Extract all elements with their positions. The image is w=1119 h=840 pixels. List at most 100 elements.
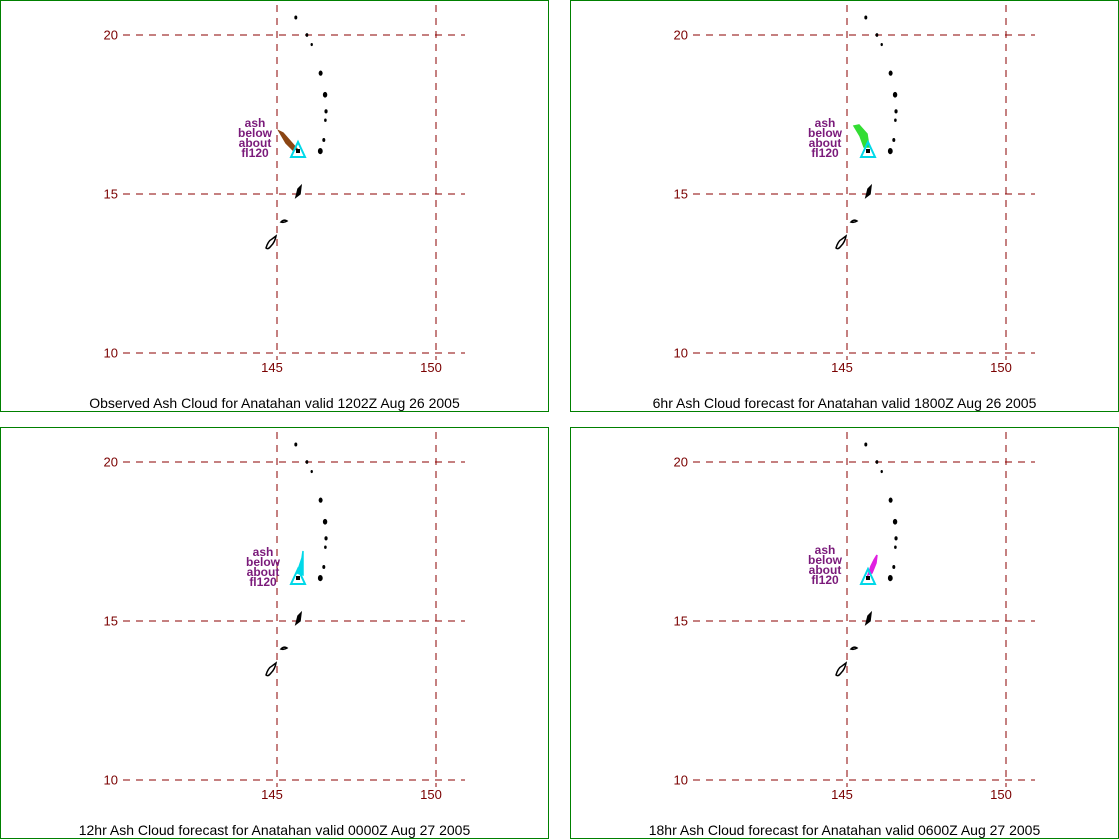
lat-tick-label: 10 xyxy=(104,346,118,361)
map-frame xyxy=(570,427,1119,839)
island-marker xyxy=(322,137,326,142)
panel-caption: 6hr Ash Cloud forecast for Anatahan vali… xyxy=(653,395,1037,411)
island-marker xyxy=(894,118,897,122)
lat-tick-label: 15 xyxy=(104,187,118,202)
island-marker xyxy=(892,564,896,569)
island-guam xyxy=(265,661,278,677)
island-marker xyxy=(294,442,298,447)
island-marker xyxy=(317,574,323,582)
island-chain xyxy=(835,15,898,250)
island-saipan xyxy=(864,610,873,626)
island-marker xyxy=(294,15,298,20)
island-rota xyxy=(279,646,289,651)
island-marker xyxy=(887,147,893,155)
lat-tick-label: 20 xyxy=(104,455,118,470)
lat-tick-label: 20 xyxy=(674,455,688,470)
lat-tick-label: 10 xyxy=(104,773,118,788)
panel-caption: 12hr Ash Cloud forecast for Anatahan val… xyxy=(79,822,471,838)
ash-cloud-polygon xyxy=(852,124,870,148)
island-marker xyxy=(892,137,896,142)
ash-cloud-polygon xyxy=(866,554,878,577)
island-marker xyxy=(880,469,883,474)
ash-label-line: below xyxy=(808,553,843,567)
anatahan-island-marker xyxy=(866,149,870,153)
lon-tick-label: 150 xyxy=(990,360,1012,375)
island-marker xyxy=(305,460,309,464)
island-marker xyxy=(894,536,898,541)
map-panel-1: 10 15 20 145 150 ash below about fl120 Observed A… xyxy=(0,0,549,413)
ash-label-line: about xyxy=(247,565,280,579)
lat-tick-label: 15 xyxy=(674,187,688,202)
map-frame xyxy=(570,0,1119,412)
volcano-triangle-icon xyxy=(289,139,307,158)
volcano-triangle-icon xyxy=(859,139,877,158)
island-marker xyxy=(324,118,327,122)
lon-tick-label: 150 xyxy=(420,787,442,802)
island-marker xyxy=(322,518,328,525)
map-canvas: 10 15 20 145 150 ash below about fl120 Observed A… xyxy=(0,0,549,412)
ash-label-line: ash xyxy=(253,545,274,559)
lon-tick-label: 145 xyxy=(831,787,853,802)
island-marker xyxy=(310,42,313,47)
ash-label-line: fl120 xyxy=(811,573,839,587)
ash-label: ash below about fl120 xyxy=(808,116,843,160)
island-rota xyxy=(849,646,859,651)
ash-label-line: about xyxy=(809,563,842,577)
ash-label-line: about xyxy=(809,136,842,150)
volcano-triangle-icon xyxy=(289,566,307,585)
map-canvas: 10 15 20 145 150 ash below about fl120 18hr Ash C… xyxy=(570,427,1119,839)
map-canvas: 10 15 20 145 150 ash below about fl120 6hr Ash Cl… xyxy=(570,0,1119,412)
island-marker xyxy=(318,70,323,76)
ash-label: ash below about fl120 xyxy=(808,543,843,587)
lon-tick-label: 145 xyxy=(261,360,283,375)
lat-tick-label: 20 xyxy=(104,28,118,43)
island-marker xyxy=(317,147,323,155)
island-chain xyxy=(265,15,328,250)
island-marker xyxy=(864,442,868,447)
lat-tick-label: 15 xyxy=(104,614,118,629)
island-marker xyxy=(324,536,328,541)
lon-tick-label: 150 xyxy=(990,787,1012,802)
panel-caption: Observed Ash Cloud for Anatahan valid 12… xyxy=(89,395,460,411)
island-marker xyxy=(894,109,898,114)
island-marker xyxy=(864,15,868,20)
anatahan-island-marker xyxy=(296,576,300,580)
panel-caption: 18hr Ash Cloud forecast for Anatahan val… xyxy=(649,822,1041,838)
lat-tick-label: 10 xyxy=(674,346,688,361)
island-marker xyxy=(892,91,898,98)
island-chain xyxy=(265,442,328,677)
map-panel-2: 10 15 20 145 150 ash below about fl120 6hr Ash Cl… xyxy=(570,0,1119,413)
ash-label-line: ash xyxy=(245,116,266,130)
ash-label-line: below xyxy=(238,126,273,140)
map-panel-3: 10 15 20 145 150 ash below about fl120 12hr Ash C… xyxy=(0,427,549,840)
map-canvas: 10 15 20 145 150 ash below about fl120 12hr Ash C… xyxy=(0,427,549,839)
island-saipan xyxy=(294,183,303,199)
map-frame xyxy=(0,427,549,839)
island-marker xyxy=(324,545,327,549)
island-marker xyxy=(322,91,328,98)
ash-label-line: about xyxy=(239,136,272,150)
island-marker xyxy=(875,33,879,37)
island-marker xyxy=(305,33,309,37)
anatahan-island-marker xyxy=(296,149,300,153)
ash-label-line: below xyxy=(246,555,281,569)
island-marker xyxy=(894,545,897,549)
ash-label: ash below about fl120 xyxy=(246,545,281,589)
island-marker xyxy=(875,460,879,464)
lon-tick-label: 150 xyxy=(420,360,442,375)
lon-tick-label: 145 xyxy=(261,787,283,802)
ash-label-line: ash xyxy=(815,116,836,130)
lat-tick-label: 20 xyxy=(674,28,688,43)
island-marker xyxy=(322,564,326,569)
map-frame xyxy=(0,0,549,412)
island-marker xyxy=(892,518,898,525)
volcano-triangle-icon xyxy=(859,566,877,585)
lat-tick-label: 15 xyxy=(674,614,688,629)
anatahan-island-marker xyxy=(866,576,870,580)
island-marker xyxy=(880,42,883,47)
island-marker xyxy=(888,497,893,503)
lon-tick-label: 145 xyxy=(831,360,853,375)
island-saipan xyxy=(864,183,873,199)
ash-label-line: fl120 xyxy=(241,146,269,160)
map-panel-4: 10 15 20 145 150 ash below about fl120 18hr Ash C… xyxy=(570,427,1119,840)
